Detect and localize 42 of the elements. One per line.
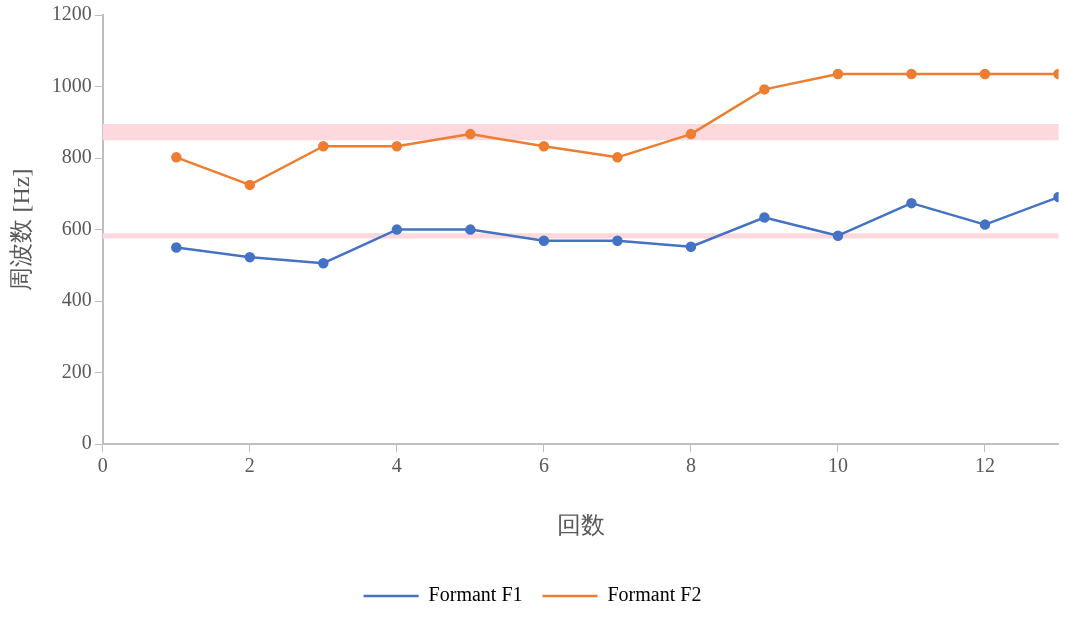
x-tick-label: 12	[974, 454, 995, 477]
x-axis-title: 回数	[556, 511, 605, 538]
point	[318, 257, 329, 269]
point	[832, 230, 844, 241]
point	[465, 128, 476, 140]
point	[759, 212, 770, 223]
legend-label: Formant F2	[607, 583, 702, 606]
y-tick-label: 400	[61, 288, 92, 311]
x-tick-label: 10	[827, 454, 848, 477]
point	[612, 152, 623, 163]
point	[244, 179, 256, 191]
point	[612, 235, 623, 246]
x-tick-label: 4	[391, 454, 402, 477]
y-tick-label: 600	[61, 216, 92, 239]
point	[906, 197, 917, 209]
point	[171, 152, 182, 163]
point	[979, 219, 991, 230]
x-tick-label: 8	[685, 454, 696, 477]
point	[538, 235, 550, 246]
y-tick-label: 200	[61, 359, 92, 382]
point	[171, 242, 182, 253]
x-tick-label: 6	[538, 454, 549, 477]
point	[538, 141, 550, 152]
point	[318, 141, 329, 152]
y-tick-label: 800	[61, 145, 92, 168]
x-tick-label: 2	[244, 454, 255, 477]
point	[832, 68, 844, 80]
point	[391, 141, 403, 152]
y-tick-label: 1200	[51, 2, 92, 25]
point	[685, 128, 697, 140]
point	[465, 224, 476, 235]
x-tick-label: 0	[97, 454, 108, 477]
point	[685, 241, 697, 253]
point	[906, 68, 917, 80]
point	[391, 224, 403, 235]
legend-label: Formant F1	[428, 583, 523, 606]
y-axis-title: 周波数 [Hz]	[7, 168, 34, 291]
y-tick-label: 0	[81, 431, 92, 454]
point	[979, 68, 991, 80]
point	[759, 84, 770, 95]
y-tick-label: 1000	[51, 73, 92, 96]
point	[244, 251, 256, 263]
